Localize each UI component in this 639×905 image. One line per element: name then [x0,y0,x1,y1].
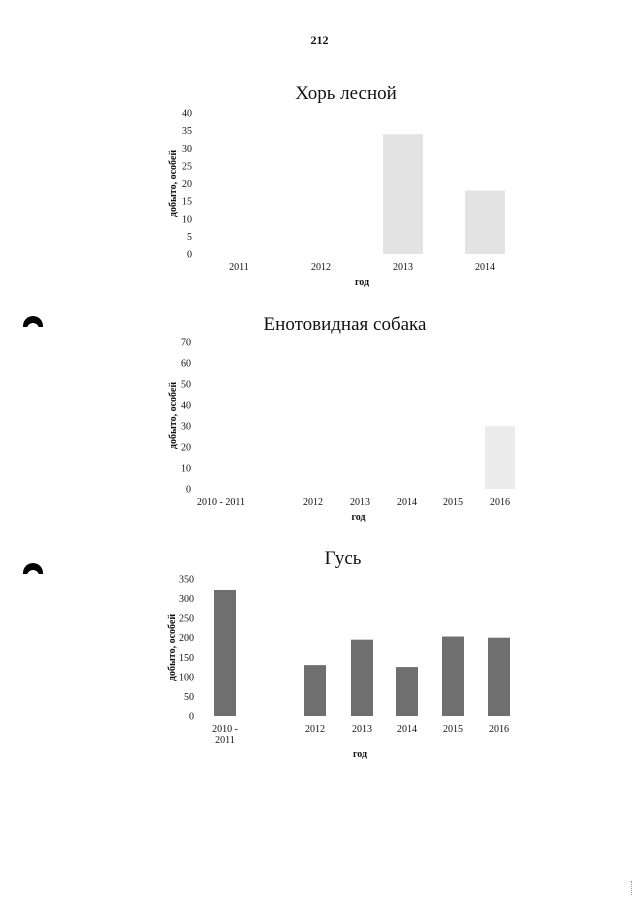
y-tick-label: 20 [182,179,192,190]
y-axis-label: добыто, особей [168,382,179,449]
x-tick-label: 2016 [489,724,509,735]
x-axis-label: год [351,512,365,523]
x-tick-label: 2013 [350,497,370,508]
x-tick-label: 2013 [352,724,372,735]
x-tick-label: 2014 [397,724,417,735]
y-tick-label: 10 [182,214,192,225]
chart-title: Енотовидная собака [264,314,427,335]
y-tick-label: 20 [181,443,191,454]
y-tick-label: 300 [179,594,194,605]
x-tick-label: 2015 [443,724,463,735]
y-tick-label: 40 [181,401,191,412]
x-tick-label: 2011 [229,262,249,273]
y-tick-label: 40 [182,109,192,120]
y-tick-label: 100 [179,672,194,683]
y-tick-label: 15 [182,197,192,208]
y-axis-label: добыто, особей [168,150,179,217]
y-axis-label: добыто, особей [167,614,178,681]
bar [488,637,510,716]
y-tick-label: 10 [181,464,191,475]
y-tick-label: 150 [179,653,194,664]
page-number: 212 [310,33,329,47]
y-tick-label: 50 [181,380,191,391]
x-tick-label: 2015 [443,497,463,508]
x-tick-label: 2016 [490,497,510,508]
bar [465,190,505,254]
y-tick-label: 200 [179,633,194,644]
y-tick-label: 350 [179,575,194,586]
y-tick-label: 25 [182,161,192,172]
x-tick-label: 2010 - 2011 [197,497,245,508]
chart-title: Хорь лесной [295,83,397,104]
y-tick-label: 60 [181,359,191,370]
bar [485,426,515,489]
bar [351,639,373,716]
x-tick-label: 2010 - [212,724,238,735]
y-tick-label: 35 [182,126,192,137]
bar [442,636,464,716]
y-tick-label: 0 [189,712,194,723]
y-tick-label: 50 [184,692,194,703]
y-tick-label: 5 [187,232,192,243]
y-tick-label: 0 [186,485,191,496]
y-tick-label: 30 [181,422,191,433]
x-tick-label: 2012 [305,724,325,735]
bar [214,589,236,716]
bar [383,134,423,254]
y-tick-label: 250 [179,614,194,625]
x-axis-label: год [353,749,367,760]
x-axis-label: год [355,277,369,288]
y-tick-label: 70 [181,338,191,349]
x-tick-label: 2012 [311,262,331,273]
x-tick-label: 2013 [393,262,413,273]
y-tick-label: 30 [182,144,192,155]
x-tick-label: 2014 [475,262,495,273]
bar [304,665,326,716]
chart-title: Гусь [325,548,362,569]
punch-hole-mark [23,316,43,327]
y-tick-label: 0 [187,250,192,261]
punch-hole-mark [23,563,43,574]
x-tick-label: 2014 [397,497,417,508]
scan-mark [631,881,633,895]
bar [396,667,418,716]
x-tick-label: 2011 [215,735,235,746]
x-tick-label: 2012 [303,497,323,508]
